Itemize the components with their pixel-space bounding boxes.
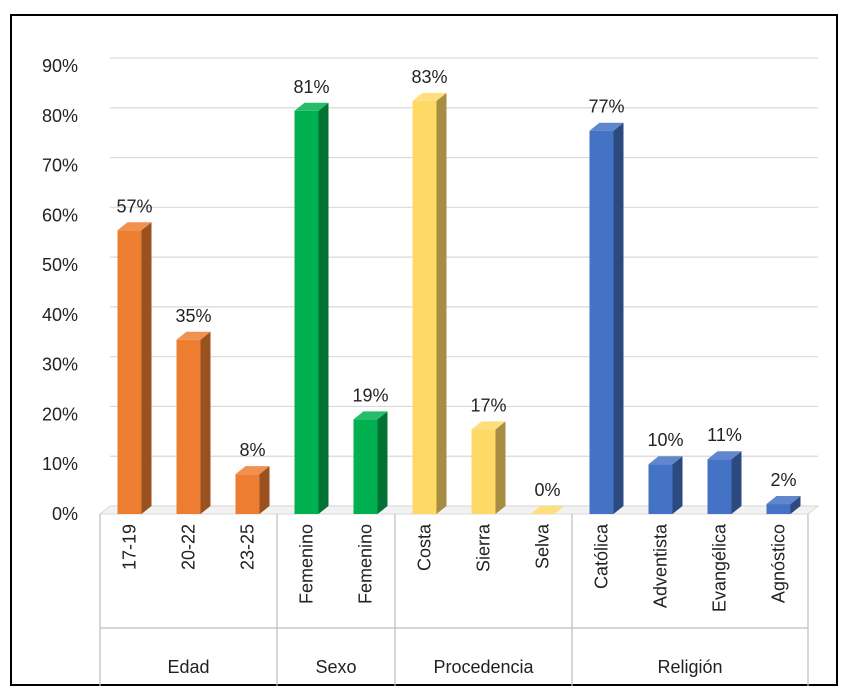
x-tick-label: 23-25 [238, 524, 258, 570]
bar [177, 332, 211, 514]
data-label: 35% [175, 306, 211, 326]
bar [649, 456, 683, 514]
y-tick-label: 20% [42, 404, 78, 424]
bar [413, 93, 447, 514]
bar [472, 421, 506, 514]
bar [708, 451, 742, 514]
y-tick-label: 90% [42, 56, 78, 76]
data-label: 77% [588, 97, 624, 117]
x-tick-label: Selva [533, 523, 553, 569]
group-label: Procedencia [433, 657, 534, 677]
y-tick-label: 30% [42, 355, 78, 375]
group-label: Sexo [315, 657, 356, 677]
y-tick-label: 50% [42, 255, 78, 275]
x-tick-label: Sierra [474, 523, 494, 572]
y-tick-label: 70% [42, 156, 78, 176]
x-tick-label: 17-19 [120, 524, 140, 570]
group-label: Religión [657, 657, 722, 677]
x-tick-label: Católica [592, 523, 612, 589]
x-tick-label: 20-22 [179, 524, 199, 570]
data-label: 83% [411, 67, 447, 87]
group-label: Edad [167, 657, 209, 677]
x-tick-label: Costa [415, 523, 435, 571]
data-label: 17% [470, 395, 506, 415]
x-tick-label: Adventista [651, 523, 671, 608]
x-tick-label: Femenino [297, 524, 317, 604]
x-tick-label: Evangélica [710, 523, 730, 612]
data-label: 57% [116, 196, 152, 216]
data-label: 0% [534, 480, 560, 500]
y-tick-label: 0% [52, 504, 78, 524]
bar [118, 222, 152, 514]
y-tick-label: 60% [42, 205, 78, 225]
data-label: 2% [770, 470, 796, 490]
bar [354, 411, 388, 514]
data-label: 11% [707, 425, 742, 445]
data-label: 8% [239, 440, 265, 460]
x-tick-label: Agnóstico [769, 524, 789, 603]
data-label: 81% [293, 77, 329, 97]
x-tick-label: Femenino [356, 524, 376, 604]
y-tick-label: 80% [42, 106, 78, 126]
data-label: 10% [647, 430, 683, 450]
bar [295, 103, 329, 514]
y-tick-label: 10% [42, 454, 78, 474]
data-label: 19% [352, 385, 388, 405]
bar [590, 123, 624, 514]
y-tick-label: 40% [42, 305, 78, 325]
bar [236, 466, 270, 514]
